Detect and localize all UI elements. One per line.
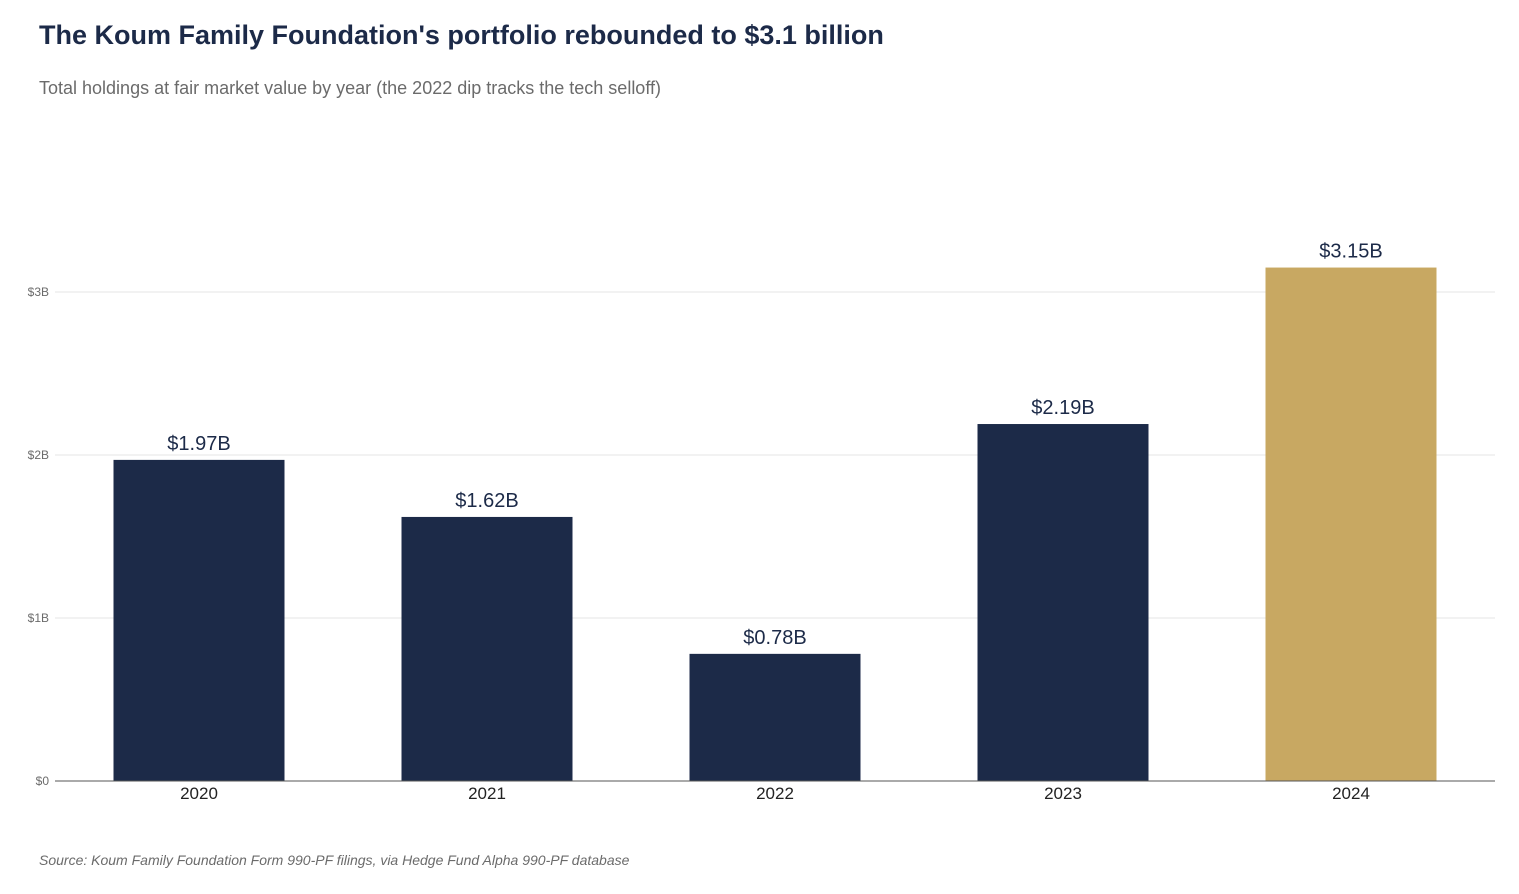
bar-2024 [1265, 267, 1437, 781]
bar-2020 [113, 459, 285, 781]
source-note: Source: Koum Family Foundation Form 990-… [39, 852, 630, 868]
x-axis-ticks: 2020 2021 2022 2023 2024 [180, 784, 1370, 803]
data-label-2022: $0.78B [743, 627, 806, 649]
data-labels: $1.97B $1.62B $0.78B $2.19B $3.15B [167, 241, 1382, 649]
y-tick-label: $1B [28, 611, 49, 625]
data-label-2020: $1.97B [167, 433, 230, 455]
bar-2023 [977, 424, 1149, 781]
bar-2022 [689, 653, 861, 781]
y-axis-ticks: $0 $1B $2B $3B [28, 285, 50, 788]
y-tick-label: $3B [28, 285, 49, 299]
x-tick-label-2022: 2022 [756, 784, 794, 803]
x-tick-label-2023: 2023 [1044, 784, 1082, 803]
y-tick-label: $2B [28, 448, 49, 462]
data-label-2021: $1.62B [455, 490, 518, 512]
chart-subtitle: Total holdings at fair market value by y… [39, 78, 661, 98]
data-label-2024: $3.15B [1319, 241, 1382, 263]
chart-title: The Koum Family Foundation's portfolio r… [39, 20, 884, 50]
gridlines [55, 291, 1495, 619]
bar-2021 [401, 516, 573, 781]
x-tick-label-2024: 2024 [1332, 784, 1370, 803]
y-tick-label: $0 [36, 774, 50, 788]
bars [113, 267, 1437, 781]
x-tick-label-2021: 2021 [468, 784, 506, 803]
x-tick-label-2020: 2020 [180, 784, 218, 803]
data-label-2023: $2.19B [1031, 397, 1094, 419]
